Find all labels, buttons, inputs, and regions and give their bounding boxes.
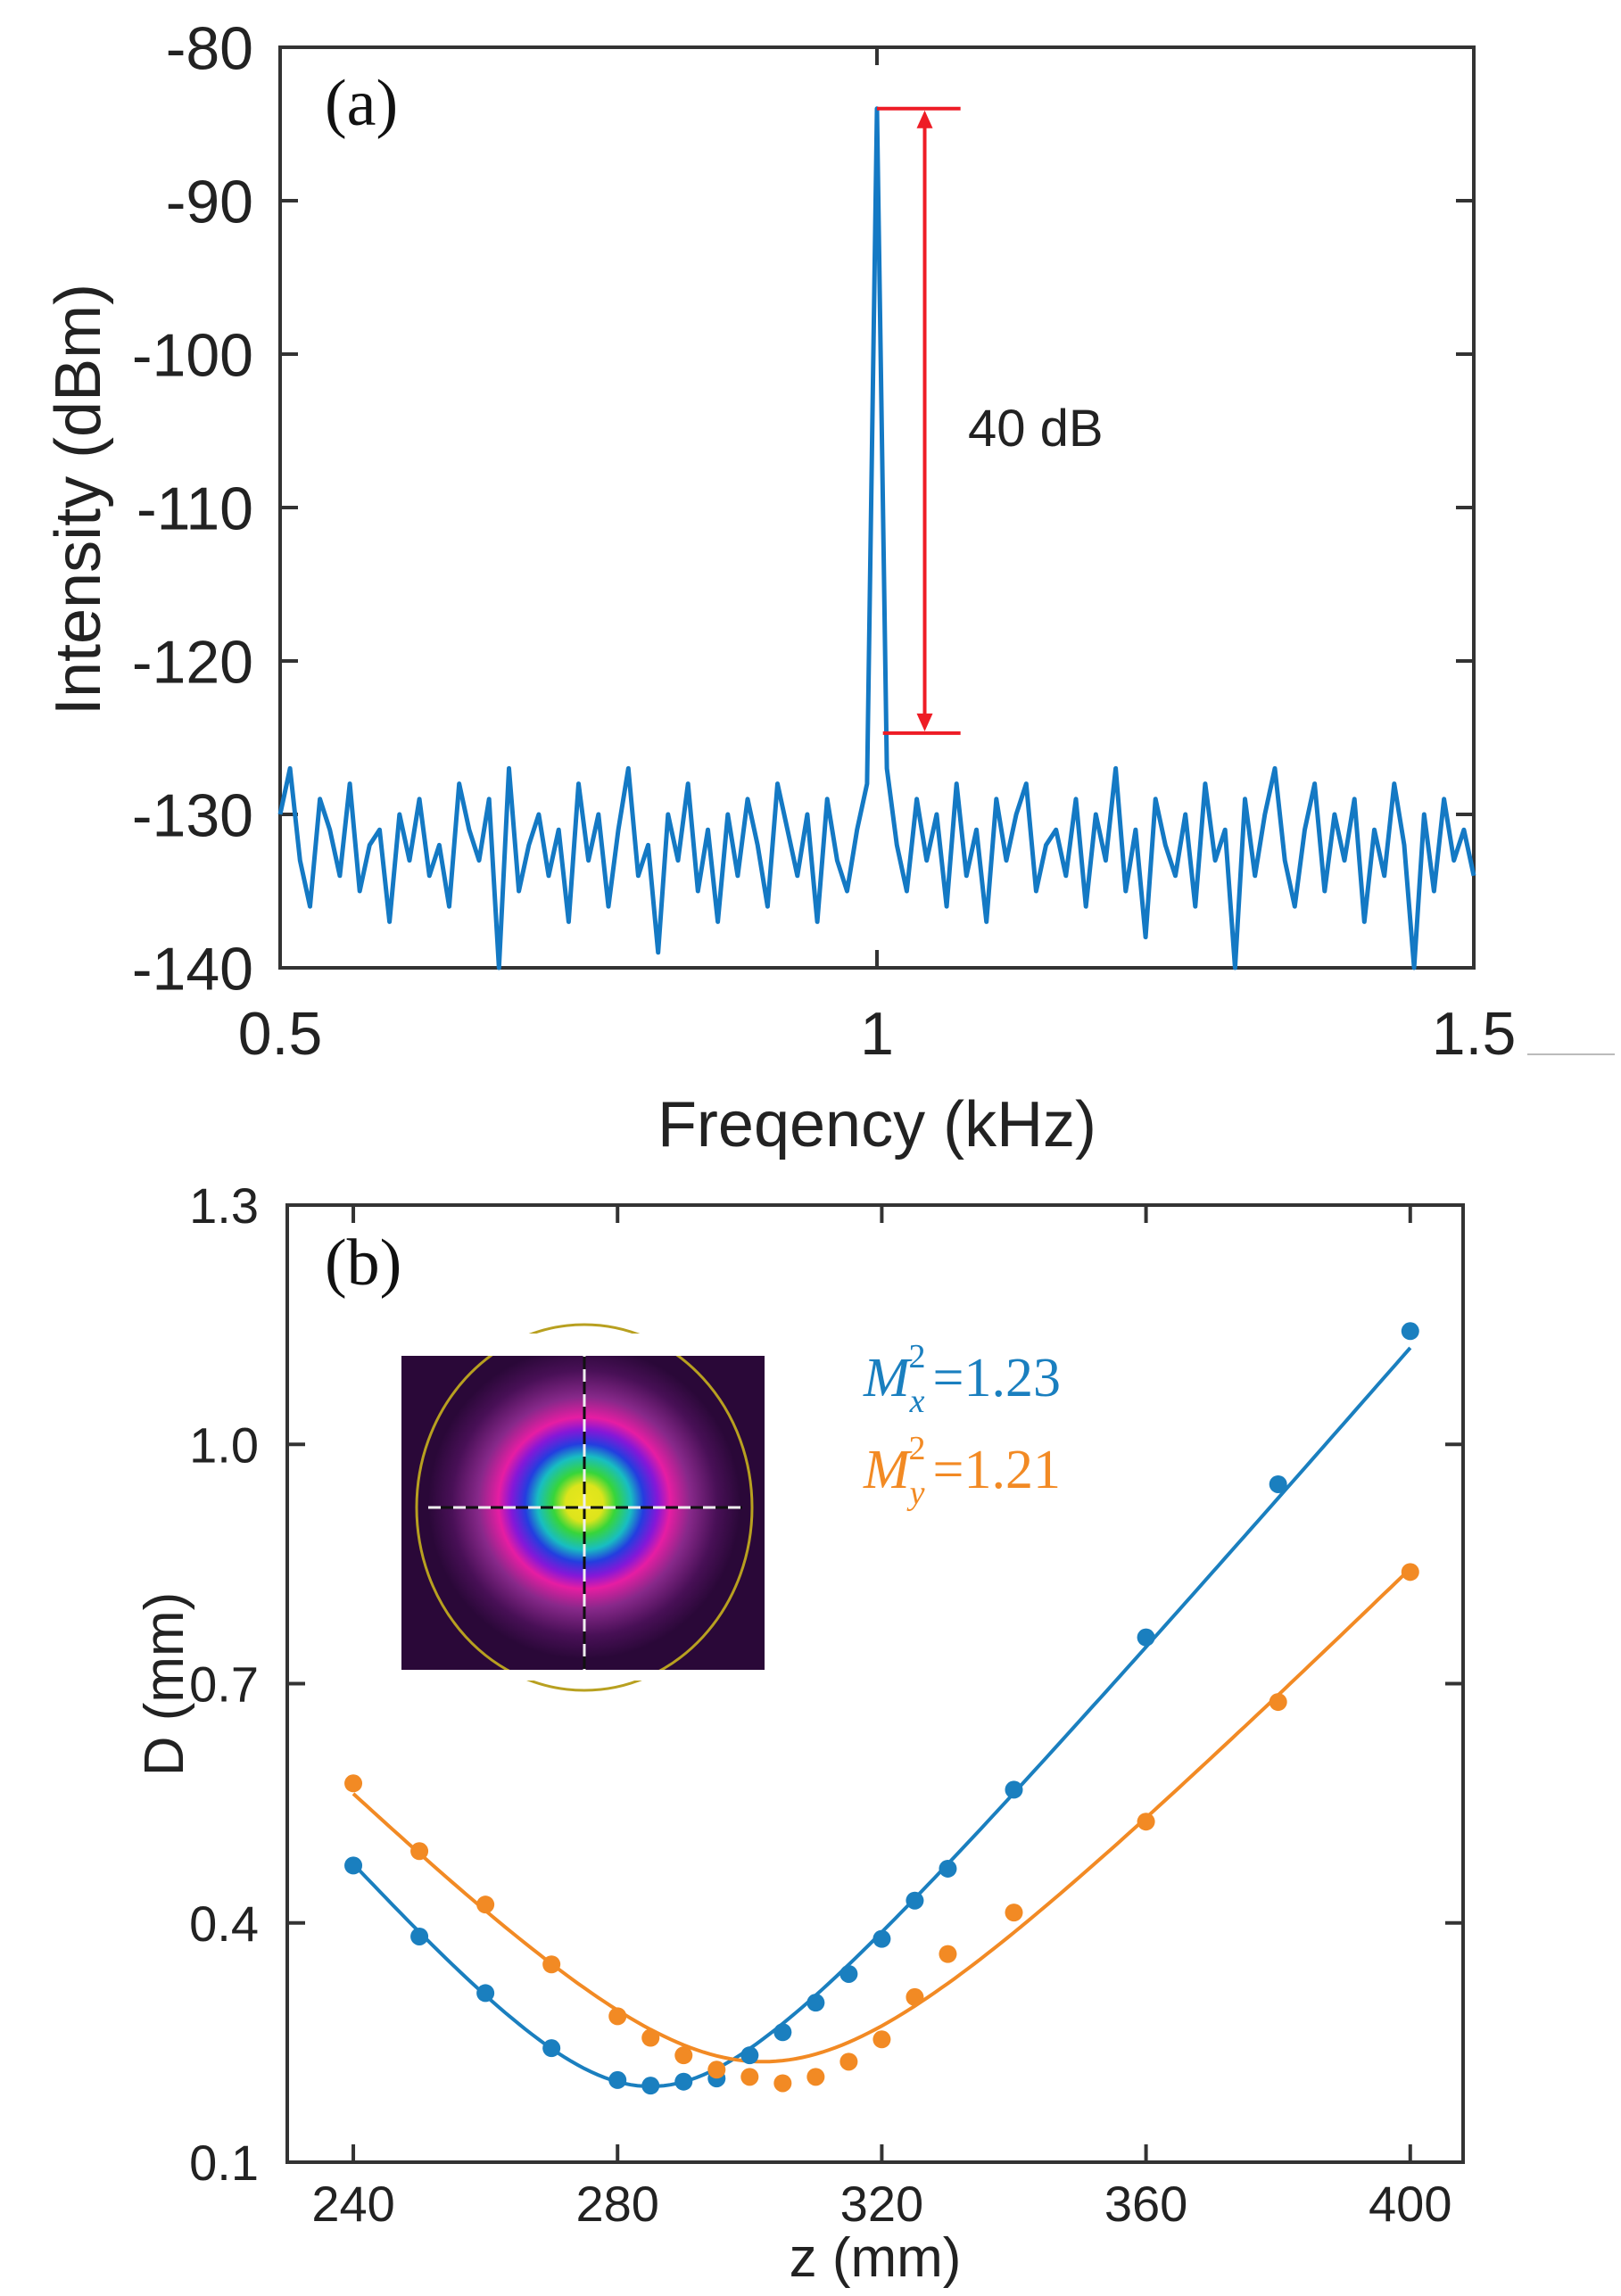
data-point-y	[740, 2068, 759, 2086]
data-point-y	[1401, 1563, 1419, 1582]
data-point-y	[906, 1987, 924, 2006]
arrow-up-icon	[916, 110, 933, 128]
y-tick-label: 1.0	[189, 1416, 259, 1473]
x-axis-label-a: Freqency (kHz)	[657, 1089, 1096, 1160]
y-tick-label: 0.7	[189, 1656, 259, 1713]
data-point-x	[641, 2077, 660, 2095]
fit-curve-y	[351, 1567, 1412, 2064]
annotation-label: 40 dB	[968, 400, 1104, 458]
x-tick-label: 1.5	[1432, 1000, 1517, 1068]
data-point-x	[608, 2070, 627, 2089]
data-point-x	[674, 2072, 693, 2091]
data-point-x	[476, 1984, 495, 2003]
x-tick-label: 400	[1369, 2176, 1451, 2232]
data-point-y	[344, 1774, 363, 1793]
data-point-x	[542, 2039, 561, 2058]
m2y-label: My2 =1.21	[863, 1430, 1061, 1512]
x-axis-label-b: z (mm)	[790, 2227, 962, 2289]
x-tick-label: 0.5	[238, 1000, 323, 1068]
data-point-x	[740, 2046, 759, 2065]
x-tick-label: 360	[1104, 2176, 1187, 2232]
y-tick-label: -140	[132, 935, 253, 1003]
y-tick-label: 0.1	[189, 2135, 259, 2191]
beam-fit-ellipse	[417, 1325, 752, 1690]
data-point-y	[939, 1945, 957, 1963]
y-tick-label: 1.3	[189, 1177, 259, 1234]
data-point-y	[806, 2068, 825, 2086]
panel-b: 240 280 320 360 400 1.3 1.0 0.7 0.4 0.1 (b) Mx2 =1…	[134, 1177, 1465, 2289]
arrow-down-icon	[916, 713, 933, 731]
data-point-x	[806, 1994, 825, 2012]
x-tick-label: 1	[860, 1000, 894, 1068]
y-tick-label: -80	[166, 14, 253, 82]
beam-profile-inset	[401, 1325, 765, 1690]
y-tick-label: -130	[132, 781, 253, 849]
data-point-y	[773, 2074, 792, 2093]
peak-annotation	[877, 106, 961, 735]
y-tick-label: -90	[166, 168, 253, 235]
data-point-x	[1401, 1322, 1419, 1341]
data-point-y	[1269, 1693, 1287, 1712]
panel-label-a: (a)	[325, 67, 398, 140]
data-point-y	[1005, 1904, 1023, 1922]
data-point-y	[641, 2028, 660, 2047]
data-point-y	[1137, 1813, 1155, 1831]
data-point-x	[873, 1929, 891, 1948]
x-tick-label: 280	[576, 2176, 659, 2232]
data-point-x	[773, 2023, 792, 2042]
data-point-y	[542, 1955, 561, 1974]
data-point-y	[410, 1842, 429, 1861]
m2x-label: Mx2 =1.23	[863, 1338, 1061, 1420]
y-tick-label: 0.4	[189, 1895, 259, 1952]
data-point-y	[608, 2007, 627, 2026]
data-point-y	[873, 2030, 891, 2049]
data-point-y	[839, 2052, 858, 2071]
y-tick-label: -100	[132, 321, 253, 389]
y-tick-label: -110	[136, 475, 253, 542]
data-point-y	[674, 2046, 693, 2065]
panel-a: 0.5 1 1.5 -80 -90 -100 -110 -120 -130 -140 (a) 40…	[43, 14, 1615, 1160]
x-tick-label: 320	[840, 2176, 923, 2232]
y-axis-label-b: D (mm)	[134, 1592, 195, 1777]
data-point-x	[344, 1856, 363, 1875]
data-point-y	[476, 1895, 495, 1914]
x-tick-label: 240	[311, 2176, 394, 2232]
y-tick-label: -120	[132, 628, 253, 696]
data-point-x	[939, 1859, 957, 1878]
y-axis-label-a: Intensity (dBm)	[43, 284, 114, 715]
data-point-x	[1269, 1474, 1287, 1493]
data-point-x	[1137, 1628, 1155, 1647]
data-point-x	[410, 1927, 429, 1945]
data-point-x	[906, 1891, 924, 1910]
panel-label-b: (b)	[325, 1226, 401, 1300]
spectrum-line	[277, 106, 1476, 970]
data-point-x	[1005, 1780, 1023, 1799]
data-point-x	[839, 1964, 858, 1983]
data-point-y	[707, 2061, 726, 2079]
